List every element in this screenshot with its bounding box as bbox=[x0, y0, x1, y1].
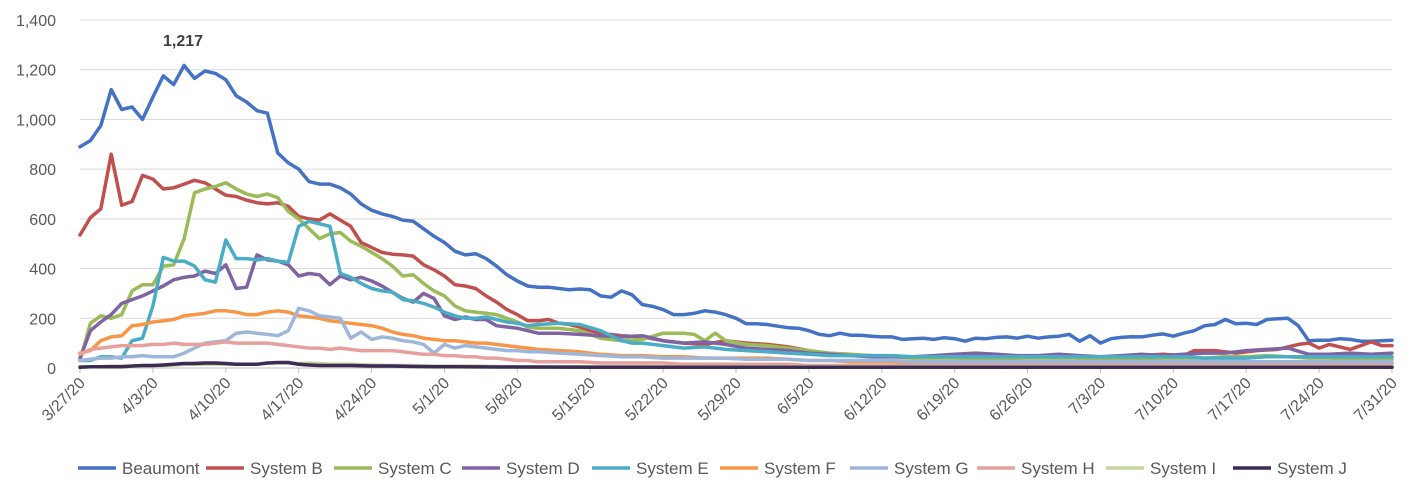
gridlines bbox=[80, 19, 1392, 319]
x-tick-label: 5/15/20 bbox=[549, 375, 599, 425]
x-tick-label: 5/8/20 bbox=[483, 375, 527, 419]
legend-label: Beaumont bbox=[122, 459, 200, 478]
x-tick-label: 7/24/20 bbox=[1278, 375, 1328, 425]
legend-label: System E bbox=[636, 459, 709, 478]
y-tick-label: 800 bbox=[29, 162, 56, 179]
series-line-system-g bbox=[78, 306, 1394, 364]
y-tick-label: 0 bbox=[47, 361, 56, 378]
x-tick-label: 7/17/20 bbox=[1205, 375, 1255, 425]
legend-label: System B bbox=[250, 459, 323, 478]
x-tick-label: 5/29/20 bbox=[695, 375, 745, 425]
y-tick-label: 400 bbox=[29, 262, 56, 279]
legend-label: System J bbox=[1277, 459, 1347, 478]
x-tick-label: 7/10/20 bbox=[1132, 375, 1182, 425]
x-tick-label: 6/19/20 bbox=[914, 375, 964, 425]
series-line-beaumont bbox=[78, 63, 1394, 345]
x-tick-label: 4/17/20 bbox=[258, 375, 308, 425]
series-line-system-c bbox=[78, 181, 1394, 363]
x-tick-label: 5/22/20 bbox=[622, 375, 672, 425]
x-tick-label: 4/10/20 bbox=[185, 375, 235, 425]
x-tick-label: 6/26/20 bbox=[987, 375, 1037, 425]
y-tick-label: 1,200 bbox=[16, 63, 56, 80]
x-tick-label: 4/3/20 bbox=[118, 375, 162, 419]
annotations: 1,217 bbox=[163, 33, 203, 50]
legend: Beaumont System B System C System D System E… bbox=[78, 459, 1347, 478]
x-tick-label: 7/31/20 bbox=[1351, 375, 1401, 425]
series-line-system-j bbox=[78, 360, 1394, 370]
y-tick-label: 1,000 bbox=[16, 112, 56, 129]
x-tick-label: 5/1/20 bbox=[410, 375, 454, 419]
legend-label: System I bbox=[1150, 459, 1216, 478]
x-tick-label: 3/27/20 bbox=[39, 375, 89, 425]
y-tick-label: 600 bbox=[29, 212, 56, 229]
legend-label: System H bbox=[1021, 459, 1095, 478]
legend-label: System D bbox=[506, 459, 580, 478]
x-tick-label: 6/5/20 bbox=[774, 375, 818, 419]
x-axis: 3/27/20 4/3/20 4/10/20 4/17/20 4/24/20 5/1/20… bbox=[39, 367, 1401, 425]
y-axis: 0 200 400 600 800 1,000 1,200 1,400 bbox=[16, 13, 56, 378]
peak-annotation: 1,217 bbox=[163, 33, 203, 50]
legend-label: System C bbox=[378, 459, 452, 478]
series-line-system-b bbox=[78, 152, 1394, 360]
series-lines bbox=[78, 63, 1394, 370]
y-tick-label: 200 bbox=[29, 311, 56, 328]
legend-label: System F bbox=[764, 459, 836, 478]
x-tick-label: 7/3/20 bbox=[1066, 375, 1110, 419]
y-tick-label: 1,400 bbox=[16, 13, 56, 30]
x-tick-label: 4/24/20 bbox=[331, 375, 381, 425]
legend-label: System G bbox=[894, 459, 969, 478]
x-tick-label: 6/12/20 bbox=[841, 375, 891, 425]
series-line-system-e bbox=[78, 219, 1394, 363]
